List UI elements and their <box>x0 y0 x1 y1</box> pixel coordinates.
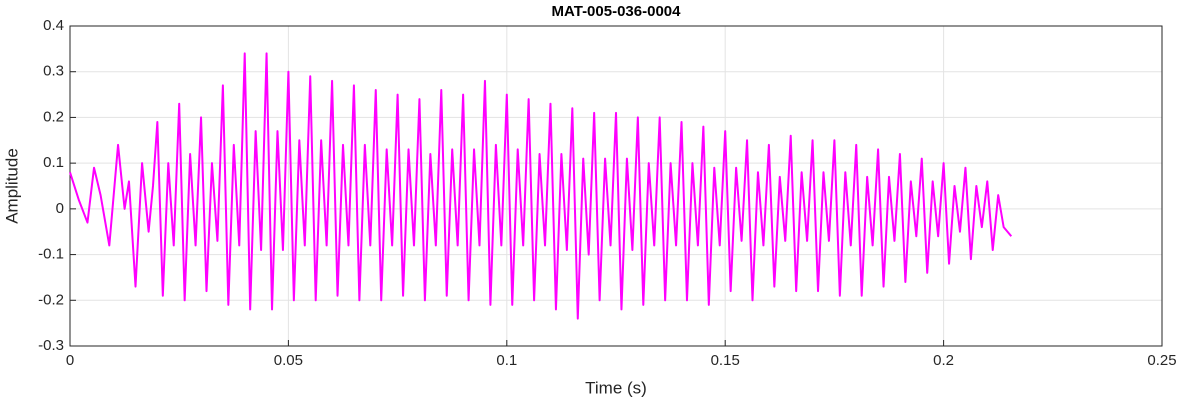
chart-title: MAT-005-036-0004 <box>552 3 682 20</box>
x-tick-label: 0.05 <box>274 352 303 369</box>
y-tick-label: 0.2 <box>43 108 64 125</box>
x-tick-label: 0 <box>66 352 74 369</box>
y-tick-label: 0.3 <box>43 63 64 80</box>
x-tick-label: 0.2 <box>933 352 954 369</box>
plot-frame <box>69 25 1163 347</box>
x-tick-label: 0.25 <box>1147 352 1176 369</box>
x-tick-label: 0.1 <box>496 352 517 369</box>
y-tick-label: 0 <box>56 200 64 217</box>
y-tick-label: 0.1 <box>43 154 64 171</box>
y-tick-label: -0.3 <box>38 337 64 354</box>
waveform-line <box>69 52 1013 320</box>
x-tick-label: 0.15 <box>711 352 740 369</box>
y-tick-label: 0.4 <box>43 17 64 34</box>
y-tick-label: -0.2 <box>38 291 64 308</box>
y-tick-label: -0.1 <box>38 246 64 263</box>
x-axis-label: Time (s) <box>585 378 647 397</box>
y-axis-label: Amplitude <box>2 148 21 224</box>
